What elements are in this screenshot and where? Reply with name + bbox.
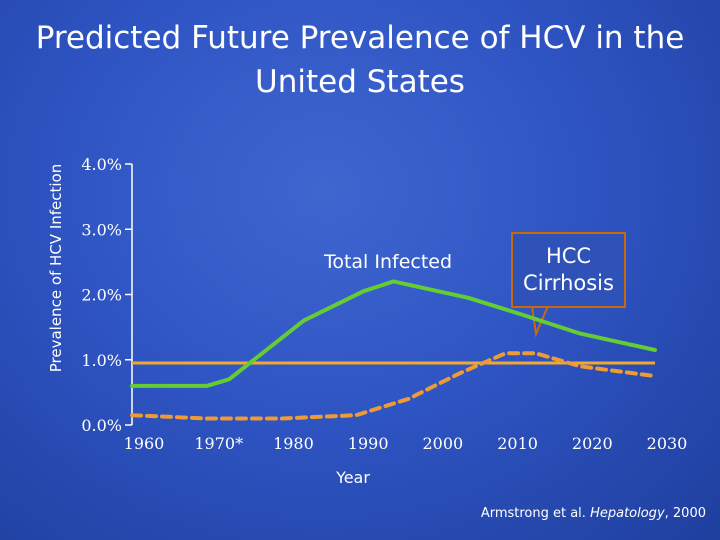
x-tick-label: 1990 (348, 434, 389, 453)
series-label-total-infected: Total Infected (323, 251, 452, 273)
y-tick-label: 2.0% (81, 286, 122, 305)
y-tick-label: 1.0% (81, 351, 122, 370)
x-tick-label: 1970* (194, 434, 243, 453)
x-tick-label: 1960 (124, 434, 165, 453)
citation-journal: Hepatology (590, 506, 665, 521)
x-tick-label: 2000 (422, 434, 463, 453)
x-tick-labels: 1960 1970* 1980 1990 2000 2010 2020 2030 (124, 434, 688, 453)
y-tick-label: 3.0% (81, 220, 122, 239)
citation: Armstrong et al. Hepatology, 2000 (481, 506, 706, 521)
series-line-hcc-cirrhosis (130, 351, 657, 421)
x-tick-label: 2020 (572, 434, 613, 453)
callout-hcc-cirrhosis: HCC Cirrhosis (511, 232, 626, 308)
citation-year: , 2000 (664, 506, 706, 521)
x-tick-label: 1980 (273, 434, 314, 453)
chart-title: Predicted Future Prevalence of HCV in th… (35, 20, 685, 100)
x-tick-label: 2030 (647, 434, 688, 453)
x-axis-label: Year (336, 468, 370, 487)
x-tick-label: 2010 (497, 434, 538, 453)
y-tick-label: 0.0% (81, 416, 122, 435)
citation-authors: Armstrong et al. (480, 506, 586, 521)
series-line-total-infected (130, 279, 657, 388)
chart-axes (125, 163, 133, 426)
y-tick-label: 4.0% (81, 155, 122, 174)
callout-label: HCC Cirrhosis (523, 244, 614, 295)
y-tick-labels: 0.0% 1.0% 2.0% 3.0% 4.0% (81, 155, 122, 435)
chart-series (130, 279, 657, 421)
